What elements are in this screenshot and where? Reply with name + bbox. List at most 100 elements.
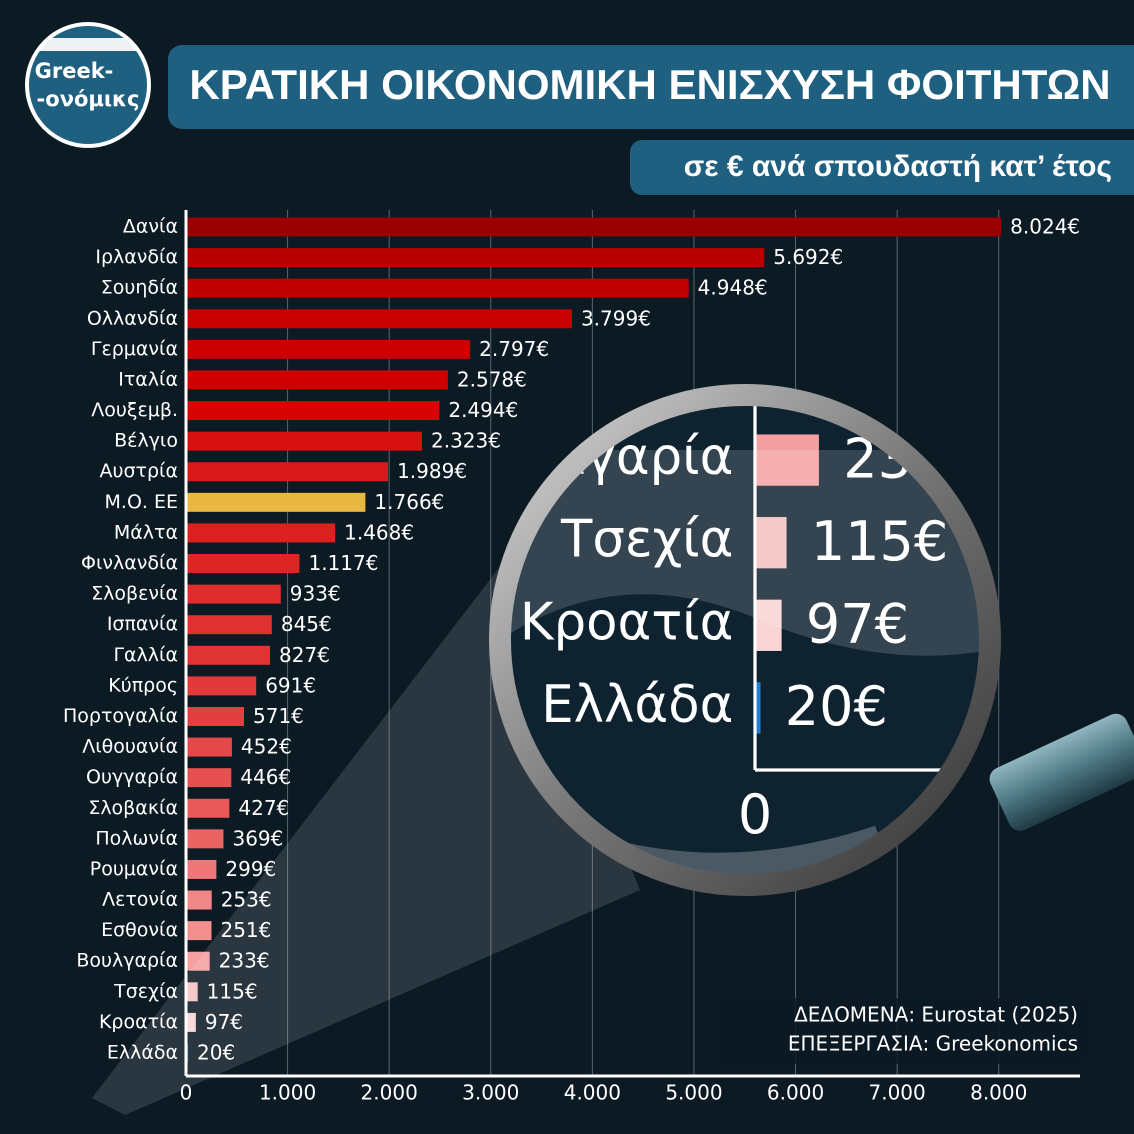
value-label: 97€ <box>205 1010 243 1034</box>
category-label: Γαλλία <box>113 644 178 666</box>
category-label: Λουξεμβ. <box>91 399 178 421</box>
value-label: 691€ <box>265 673 316 697</box>
value-label: 1.117€ <box>308 551 378 575</box>
value-label: 2.797€ <box>479 337 549 361</box>
bar <box>186 615 272 635</box>
chart-title: ΚΡΑΤΙΚΗ ΟΙΚΟΝΟΜΙΚΗ ΕΝΙΣΧΥΣΗ ΦΟΙΤΗΤΩΝ <box>189 61 1110 108</box>
title-box <box>168 45 1134 129</box>
category-label: Ισπανία <box>107 613 178 635</box>
bar <box>186 951 210 971</box>
value-label: 299€ <box>225 857 276 881</box>
value-label: 4.948€ <box>698 276 768 300</box>
value-label: 2.494€ <box>448 398 518 422</box>
category-label: Ελλάδα <box>541 675 733 735</box>
bar <box>186 798 230 818</box>
category-label: Μάλτα <box>114 521 178 543</box>
bar <box>186 554 300 574</box>
x-tick-label: 3.000 <box>462 1081 519 1105</box>
x-tick-label: 1.000 <box>259 1081 316 1105</box>
bar <box>186 370 448 390</box>
category-label: Ελλάδα <box>107 1042 178 1064</box>
bar <box>186 768 232 788</box>
category-label: Σλοβενία <box>91 583 178 605</box>
category-label: Κροατία <box>99 1011 178 1033</box>
bar <box>186 492 366 512</box>
bar <box>186 401 440 421</box>
bar <box>186 982 198 1002</box>
category-label: Σλοβακία <box>88 797 178 819</box>
value-label: 369€ <box>232 826 283 850</box>
logo-text: -ονόμικς <box>37 87 140 111</box>
bar <box>186 248 765 268</box>
value-label: 8.024€ <box>1010 215 1080 239</box>
x-tick-label: 4.000 <box>564 1081 621 1105</box>
bar <box>755 682 761 734</box>
bar <box>186 859 217 879</box>
value-label: 2.323€ <box>431 429 501 453</box>
x-tick-label: 2.000 <box>361 1081 418 1105</box>
lens-view: Λετονία253€Εσθονία251€Βουλγαρία233€Τσεχί… <box>502 397 988 883</box>
bar <box>186 217 1002 237</box>
category-label: Βέλγιο <box>114 430 178 452</box>
value-label: 933€ <box>290 582 341 606</box>
category-label: Κύπρος <box>108 674 178 696</box>
value-label: 115€ <box>811 510 948 573</box>
value-label: 452€ <box>241 735 292 759</box>
value-label: 571€ <box>253 704 304 728</box>
bar <box>186 523 336 543</box>
value-label: 20€ <box>197 1041 235 1065</box>
bar <box>186 339 471 359</box>
source-box <box>718 998 1088 1064</box>
subtitle-box <box>630 140 1134 195</box>
credit: ΕΠΕΞΕΡΓΑΣΙΑ: Greekonomics <box>788 1032 1078 1056</box>
category-label: Εσθονία <box>101 919 178 941</box>
value-label: 251€ <box>220 918 271 942</box>
logo-ring <box>25 22 151 148</box>
value-label: 446€ <box>240 765 291 789</box>
category-label: Τσεχία <box>560 510 733 570</box>
bar <box>755 599 782 651</box>
lens-handle <box>989 713 1134 831</box>
x-tick-label: 6.000 <box>767 1081 824 1105</box>
bar <box>755 434 819 486</box>
value-label: 97€ <box>806 593 909 656</box>
x-tick-label: 5.000 <box>665 1081 722 1105</box>
logo-text: Greek- <box>35 59 114 83</box>
category-label: Τσεχία <box>113 980 178 1002</box>
bar <box>186 890 212 910</box>
bar <box>186 584 281 604</box>
value-label: 233€ <box>219 949 270 973</box>
value-label: 20€ <box>785 675 888 738</box>
bar <box>186 829 224 849</box>
category-label: Φινλανδία <box>81 552 178 574</box>
x-tick-label: 0 <box>180 1081 193 1105</box>
x-tick-label: 0 <box>738 783 772 846</box>
category-label: Ιταλία <box>118 368 178 390</box>
value-label: 115€ <box>207 979 258 1003</box>
category-label: Γερμανία <box>91 338 178 360</box>
value-label: 1.989€ <box>397 459 467 483</box>
plot: 0 1.000 2.000 3.000 4.000 5.000 6.000 7.000 8.00… <box>63 210 1080 1105</box>
bar <box>186 462 389 482</box>
category-label: Σουηδία <box>101 277 178 299</box>
x-tick-label: 8.000 <box>970 1081 1027 1105</box>
bar <box>186 645 271 665</box>
bar <box>186 737 232 757</box>
value-label: 253€ <box>221 888 272 912</box>
value-label: 1.468€ <box>344 520 414 544</box>
category-label: Βουλγαρία <box>76 950 178 972</box>
category-label: Ιρλανδία <box>95 246 178 268</box>
category-label: Ολλανδία <box>87 307 178 329</box>
category-label: Ρουμανία <box>90 858 178 880</box>
bar <box>186 309 572 329</box>
category-label: Πορτογαλία <box>63 705 178 727</box>
category-label: Δανία <box>123 216 178 238</box>
value-label: 3.799€ <box>581 306 651 330</box>
bar <box>186 278 689 298</box>
category-label: Λετονία <box>102 889 178 911</box>
source: ΔΕΔΟΜΕΝΑ: Eurostat (2025) <box>794 1003 1078 1027</box>
category-label: Αυστρία <box>100 460 179 482</box>
value-label: 827€ <box>279 643 330 667</box>
category-label: Λιθουανία <box>82 736 178 758</box>
